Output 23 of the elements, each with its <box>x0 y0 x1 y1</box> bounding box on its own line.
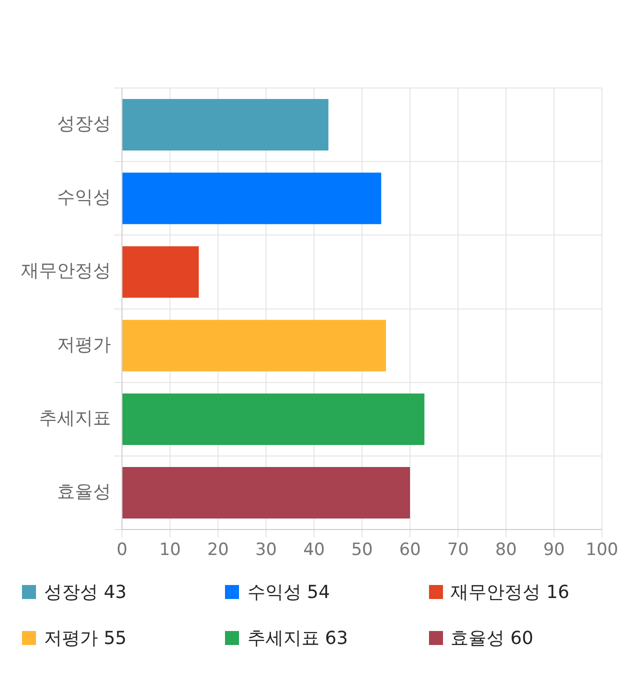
x-tick-label: 80 <box>495 540 517 560</box>
x-tick-label: 100 <box>586 540 618 560</box>
y-tick-label: 수익성 <box>57 187 111 208</box>
legend-label: 수익성 54 <box>247 581 330 604</box>
x-tick-label: 70 <box>447 540 469 560</box>
legend-label: 재무안정성 16 <box>450 581 570 604</box>
x-tick-label: 90 <box>543 540 565 560</box>
x-tick-label: 60 <box>399 540 421 560</box>
y-tick-label: 재무안정성 <box>21 260 111 282</box>
legend-label: 효율성 60 <box>450 627 534 650</box>
x-tick-label: 10 <box>159 540 181 560</box>
y-tick-label: 추세지표 <box>39 408 111 429</box>
x-tick-label: 30 <box>255 540 277 560</box>
y-tick-label: 효율성 <box>57 481 111 502</box>
y-tick-label: 저평가 <box>57 334 111 356</box>
legend-label: 성장성 43 <box>44 581 127 604</box>
y-tick-label: 성장성 <box>57 113 111 134</box>
x-tick-label: 50 <box>351 540 373 560</box>
x-tick-label: 0 <box>116 540 128 560</box>
legend-label: 추세지표 63 <box>247 627 348 650</box>
x-tick-label: 20 <box>207 540 229 560</box>
x-tick-label: 40 <box>303 540 325 560</box>
legend-label: 저평가 55 <box>44 627 127 650</box>
